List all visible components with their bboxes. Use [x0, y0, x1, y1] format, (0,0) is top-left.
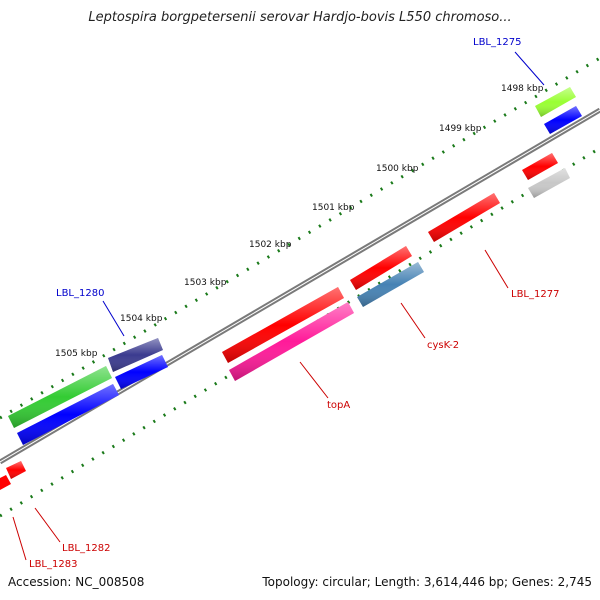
leader-lines — [12, 51, 545, 561]
gene-topa-upper-arrow[interactable] — [222, 287, 344, 363]
chromosome-title: Leptospira borgpetersenii serovar Hardjo… — [88, 10, 512, 25]
gene-cysk-2-arrow[interactable] — [357, 262, 424, 307]
scale-labels: 1498 kbp 1499 kbp 1500 kbp 1501 kbp 1502… — [55, 84, 544, 359]
gene-arrow[interactable] — [528, 168, 570, 198]
scale-label: 1504 kbp — [120, 314, 163, 324]
accession-text: Accession: NC_008508 — [8, 575, 145, 589]
gene-arrow[interactable] — [8, 366, 112, 428]
scale-label: 1499 kbp — [439, 124, 482, 134]
gene-lbl-1282-arrow[interactable] — [6, 461, 26, 479]
gene-arrow[interactable] — [544, 106, 582, 134]
scale-label: 1505 kbp — [55, 349, 98, 359]
gene-label-lbl-1282: LBL_1282 — [62, 543, 110, 554]
gene-lbl-1280-arrow[interactable] — [108, 338, 163, 372]
scale-label: 1501 kbp — [312, 203, 355, 213]
gene-lbl-1277-arrow[interactable] — [428, 193, 500, 242]
outer-tick-track — [0, 56, 600, 420]
scale-label: 1503 kbp — [184, 278, 227, 288]
gene-lbl-1275-arrow[interactable] — [535, 87, 576, 117]
gene-arrow[interactable] — [350, 246, 412, 290]
gene-label-lbl-1283: LBL_1283 — [29, 559, 77, 570]
scale-label: 1498 kbp — [501, 84, 544, 94]
scale-label: 1502 kbp — [249, 240, 292, 250]
gene-topa-arrow[interactable] — [229, 302, 354, 381]
gene-lbl-1283-arrow[interactable] — [0, 475, 11, 490]
outer-genes — [8, 87, 582, 445]
gene-arrow[interactable] — [115, 355, 168, 389]
scale-label: 1500 kbp — [376, 164, 419, 174]
gene-arrow[interactable] — [17, 384, 119, 445]
gene-labels: LBL_1275 LBL_1277 cysK-2 topA LBL_1280 L… — [29, 37, 559, 570]
gene-label-lbl-1277: LBL_1277 — [511, 289, 559, 300]
gene-label-cysk-2: cysK-2 — [427, 340, 459, 351]
gene-label-topa: topA — [327, 400, 350, 411]
gene-label-lbl-1280: LBL_1280 — [56, 288, 104, 299]
gene-label-lbl-1275: LBL_1275 — [473, 37, 521, 48]
inner-genes — [0, 168, 570, 490]
gene-arrow[interactable] — [522, 153, 558, 180]
topology-info-text: Topology: circular; Length: 3,614,446 bp… — [262, 575, 592, 589]
